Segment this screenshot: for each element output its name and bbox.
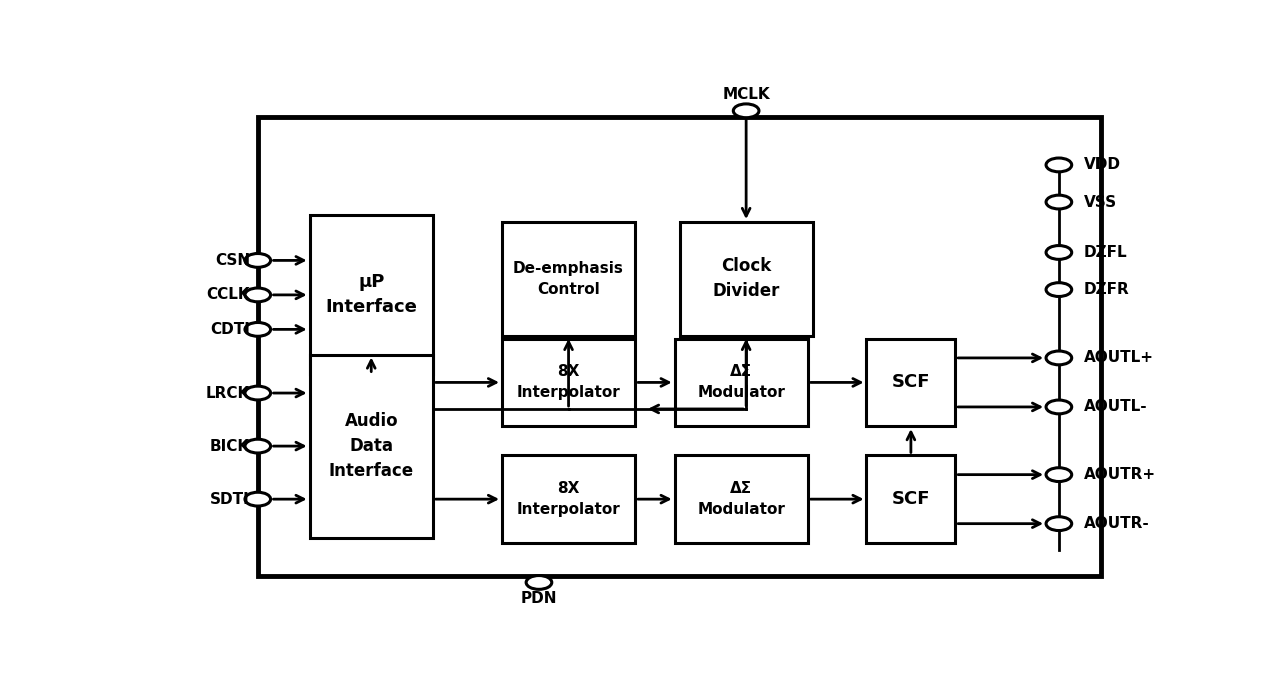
FancyBboxPatch shape: [867, 339, 955, 426]
Circle shape: [1046, 158, 1072, 172]
FancyBboxPatch shape: [502, 222, 635, 336]
Text: ΔΣ
Modulator: ΔΣ Modulator: [698, 481, 785, 517]
Text: BICK: BICK: [210, 439, 250, 453]
Circle shape: [244, 439, 271, 453]
Text: SDTI: SDTI: [210, 492, 250, 506]
Text: Clock
Divider: Clock Divider: [713, 258, 780, 300]
FancyBboxPatch shape: [502, 455, 635, 543]
Circle shape: [1046, 245, 1072, 259]
FancyBboxPatch shape: [680, 222, 812, 336]
FancyBboxPatch shape: [309, 355, 433, 537]
Text: μP
Interface: μP Interface: [326, 274, 418, 316]
FancyBboxPatch shape: [675, 455, 808, 543]
Circle shape: [1046, 351, 1072, 364]
Circle shape: [1046, 468, 1072, 482]
Text: AOUTL+: AOUTL+: [1083, 351, 1153, 365]
Circle shape: [244, 254, 271, 267]
Circle shape: [1046, 195, 1072, 209]
Text: CSN: CSN: [215, 253, 250, 268]
Circle shape: [526, 575, 551, 589]
FancyBboxPatch shape: [867, 455, 955, 543]
Text: AOUTR+: AOUTR+: [1083, 467, 1156, 482]
Text: SCF: SCF: [891, 373, 931, 391]
Circle shape: [244, 288, 271, 302]
Text: CDTI: CDTI: [210, 322, 250, 337]
Circle shape: [244, 386, 271, 400]
Circle shape: [1046, 400, 1072, 414]
FancyBboxPatch shape: [502, 339, 635, 426]
Text: LRCK: LRCK: [206, 386, 250, 400]
Text: AOUTR-: AOUTR-: [1083, 516, 1150, 531]
Text: Audio
Data
Interface: Audio Data Interface: [328, 412, 414, 480]
FancyBboxPatch shape: [675, 339, 808, 426]
Circle shape: [1046, 282, 1072, 296]
Text: DZFL: DZFL: [1083, 245, 1127, 260]
Text: VDD: VDD: [1083, 157, 1120, 172]
Text: DZFR: DZFR: [1083, 282, 1129, 297]
Text: AOUTL-: AOUTL-: [1083, 400, 1147, 415]
Text: SCF: SCF: [891, 490, 931, 508]
Circle shape: [244, 322, 271, 336]
FancyBboxPatch shape: [258, 117, 1101, 576]
Circle shape: [733, 104, 759, 118]
Text: CCLK: CCLK: [206, 287, 250, 302]
FancyBboxPatch shape: [309, 215, 433, 375]
Text: VSS: VSS: [1083, 194, 1116, 209]
Text: 8X
Interpolator: 8X Interpolator: [517, 364, 620, 400]
Circle shape: [244, 492, 271, 506]
Text: MCLK: MCLK: [722, 88, 770, 103]
Text: 8X
Interpolator: 8X Interpolator: [517, 481, 620, 517]
Text: PDN: PDN: [521, 591, 558, 606]
Text: ΔΣ
Modulator: ΔΣ Modulator: [698, 364, 785, 400]
Circle shape: [1046, 517, 1072, 531]
Text: De-emphasis
Control: De-emphasis Control: [513, 261, 624, 297]
